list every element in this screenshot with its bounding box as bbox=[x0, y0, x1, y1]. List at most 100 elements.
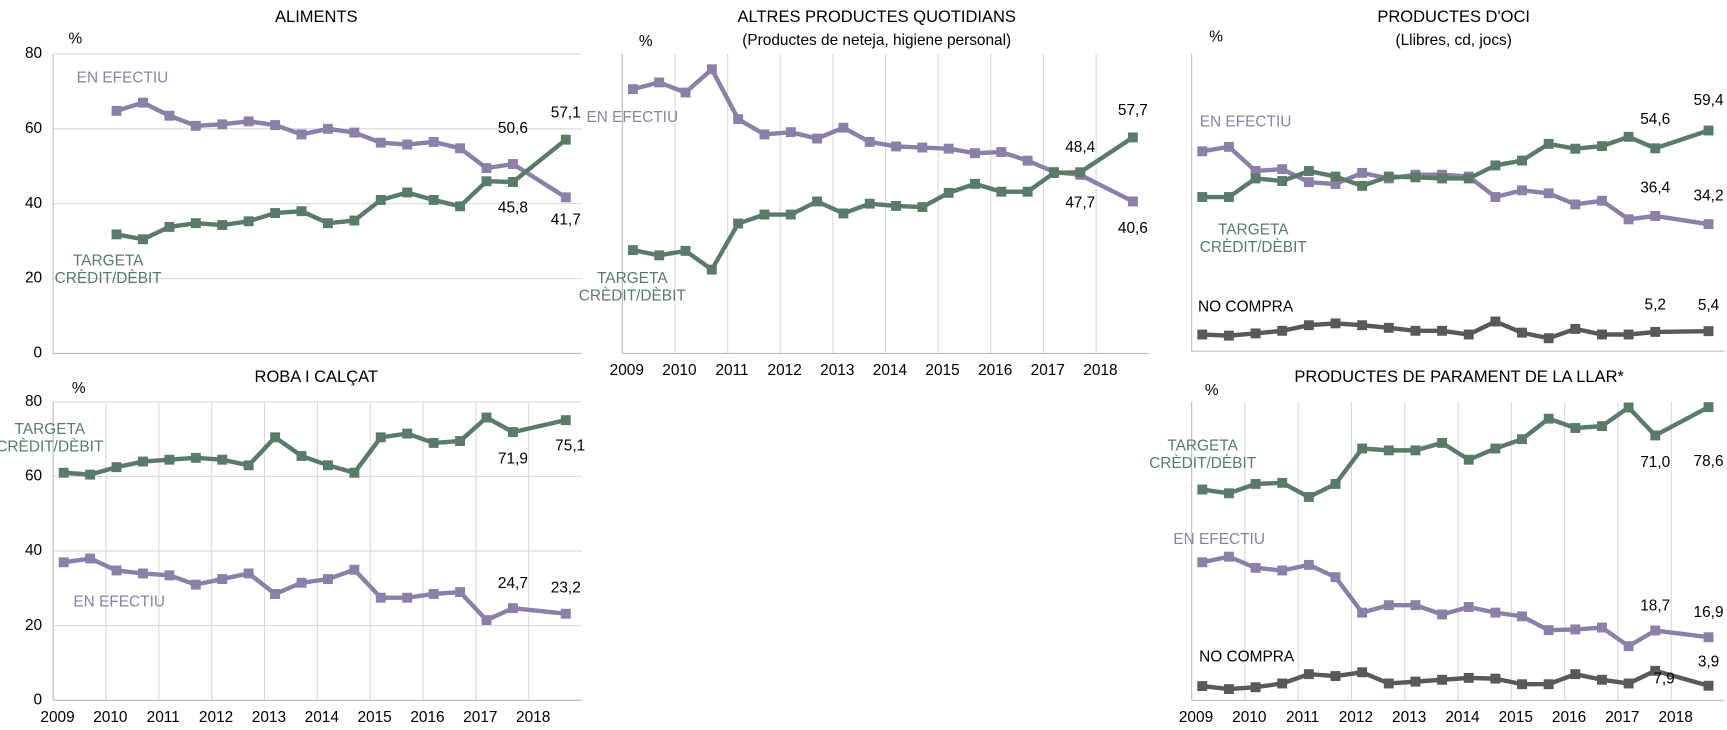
point-marker bbox=[1703, 632, 1714, 643]
point-marker bbox=[1357, 167, 1368, 178]
point-marker bbox=[970, 148, 980, 159]
point-marker bbox=[1303, 492, 1314, 502]
point-marker bbox=[1022, 155, 1033, 166]
point-marker bbox=[1517, 185, 1527, 196]
point-marker bbox=[190, 579, 201, 590]
point-marker bbox=[1127, 132, 1138, 143]
point-marker bbox=[322, 460, 333, 471]
series-name: NO COMPRA bbox=[1199, 647, 1295, 666]
point-marker bbox=[111, 462, 122, 473]
point-marker bbox=[1517, 679, 1527, 690]
point-marker bbox=[1303, 320, 1314, 331]
series-label-box: TARGETA CRÈDIT/DÈBIT bbox=[555, 266, 709, 306]
point-marker bbox=[402, 428, 413, 439]
chart-title: PRODUCTES DE PARAMENT DE LA LLAR* bbox=[1294, 368, 1624, 386]
point-marker bbox=[864, 136, 875, 147]
point-marker bbox=[138, 568, 148, 579]
point-marker bbox=[164, 570, 175, 581]
data-label: 50,6 bbox=[498, 120, 528, 137]
x-tick-label: 2017 bbox=[463, 709, 497, 726]
x-tick-label: 2014 bbox=[1445, 709, 1480, 726]
series-name: EN EFECTIU bbox=[1199, 112, 1292, 130]
data-label: 23,2 bbox=[551, 579, 581, 596]
point-marker bbox=[1330, 318, 1341, 329]
y-unit: % bbox=[72, 380, 86, 397]
point-marker bbox=[111, 105, 122, 116]
point-marker bbox=[1437, 609, 1448, 620]
point-marker bbox=[917, 142, 928, 153]
series-label-box: TARGETA CRÈDIT/DÈBIT bbox=[31, 249, 185, 289]
point-marker bbox=[349, 467, 360, 478]
data-label: 5,2 bbox=[1645, 297, 1666, 314]
point-marker bbox=[243, 116, 254, 127]
chart-title: ALIMENTS bbox=[275, 8, 358, 26]
data-label: 24,7 bbox=[498, 575, 528, 592]
y-tick-label: 60 bbox=[25, 120, 42, 137]
data-label: 34,2 bbox=[1694, 188, 1724, 205]
point-marker bbox=[1330, 671, 1341, 681]
point-marker bbox=[296, 577, 307, 588]
x-tick-label: 2016 bbox=[1552, 709, 1586, 726]
point-marker bbox=[507, 603, 518, 614]
point-marker bbox=[428, 589, 439, 599]
point-marker bbox=[1330, 572, 1341, 583]
x-tick-label: 2018 bbox=[1083, 362, 1117, 379]
point-marker bbox=[1703, 219, 1714, 230]
point-marker bbox=[1623, 131, 1634, 142]
point-marker bbox=[560, 415, 571, 426]
point-marker bbox=[138, 234, 148, 245]
point-marker bbox=[1223, 141, 1234, 152]
point-marker bbox=[1277, 477, 1288, 488]
point-marker bbox=[1570, 199, 1581, 210]
point-marker bbox=[1490, 192, 1501, 202]
point-marker bbox=[1490, 607, 1501, 618]
point-marker bbox=[481, 615, 492, 626]
x-tick-label: 2018 bbox=[1658, 709, 1692, 726]
point-marker bbox=[1223, 192, 1234, 202]
point-marker bbox=[455, 436, 466, 447]
point-marker bbox=[190, 452, 201, 463]
point-marker bbox=[349, 127, 360, 138]
chart-subtitle: (Llibres, cd, jocs) bbox=[1395, 32, 1511, 49]
point-marker bbox=[190, 218, 201, 229]
data-label: 18,7 bbox=[1640, 597, 1670, 614]
x-tick-label: 2009 bbox=[1179, 709, 1213, 726]
point-marker bbox=[1250, 328, 1261, 339]
x-tick-label: 2016 bbox=[978, 362, 1012, 379]
x-tick-label: 2009 bbox=[40, 709, 74, 726]
point-marker bbox=[296, 451, 307, 461]
point-marker bbox=[296, 129, 307, 140]
series-label: EN EFECTIU bbox=[1173, 530, 1265, 548]
data-label: 16,9 bbox=[1694, 604, 1724, 621]
series-label: NO COMPRA bbox=[1198, 297, 1293, 315]
series-label-box: EN EFECTIU bbox=[45, 57, 199, 97]
series-label-box: EN EFECTIU bbox=[555, 97, 709, 137]
point-marker bbox=[349, 564, 360, 575]
x-tick-label: 2015 bbox=[925, 362, 959, 379]
point-marker bbox=[1250, 166, 1261, 176]
point-marker bbox=[507, 177, 518, 187]
point-marker bbox=[243, 216, 254, 227]
x-tick-label: 2013 bbox=[820, 362, 854, 379]
point-marker bbox=[943, 187, 954, 198]
point-marker bbox=[1650, 143, 1661, 154]
point-marker bbox=[1463, 454, 1474, 465]
data-label: 71,0 bbox=[1640, 454, 1670, 471]
data-label: 59,4 bbox=[1694, 92, 1724, 109]
point-marker bbox=[1650, 430, 1661, 441]
point-marker bbox=[1277, 565, 1288, 576]
point-marker bbox=[1383, 445, 1394, 456]
point-marker bbox=[891, 200, 902, 211]
series-label: TARGETA CRÈDIT/DÈBIT bbox=[1149, 436, 1256, 471]
point-marker bbox=[1597, 329, 1607, 340]
point-marker bbox=[349, 215, 360, 226]
point-marker bbox=[1437, 325, 1448, 336]
point-marker bbox=[1703, 125, 1714, 136]
x-tick-label: 2018 bbox=[516, 709, 550, 726]
point-marker bbox=[1543, 413, 1554, 424]
chart-subtitle: (Productes de neteja, higiene personal) bbox=[742, 32, 1011, 49]
data-label: 71,9 bbox=[498, 451, 528, 468]
point-marker bbox=[1543, 188, 1554, 199]
point-marker bbox=[1517, 327, 1527, 338]
point-marker bbox=[322, 218, 333, 229]
